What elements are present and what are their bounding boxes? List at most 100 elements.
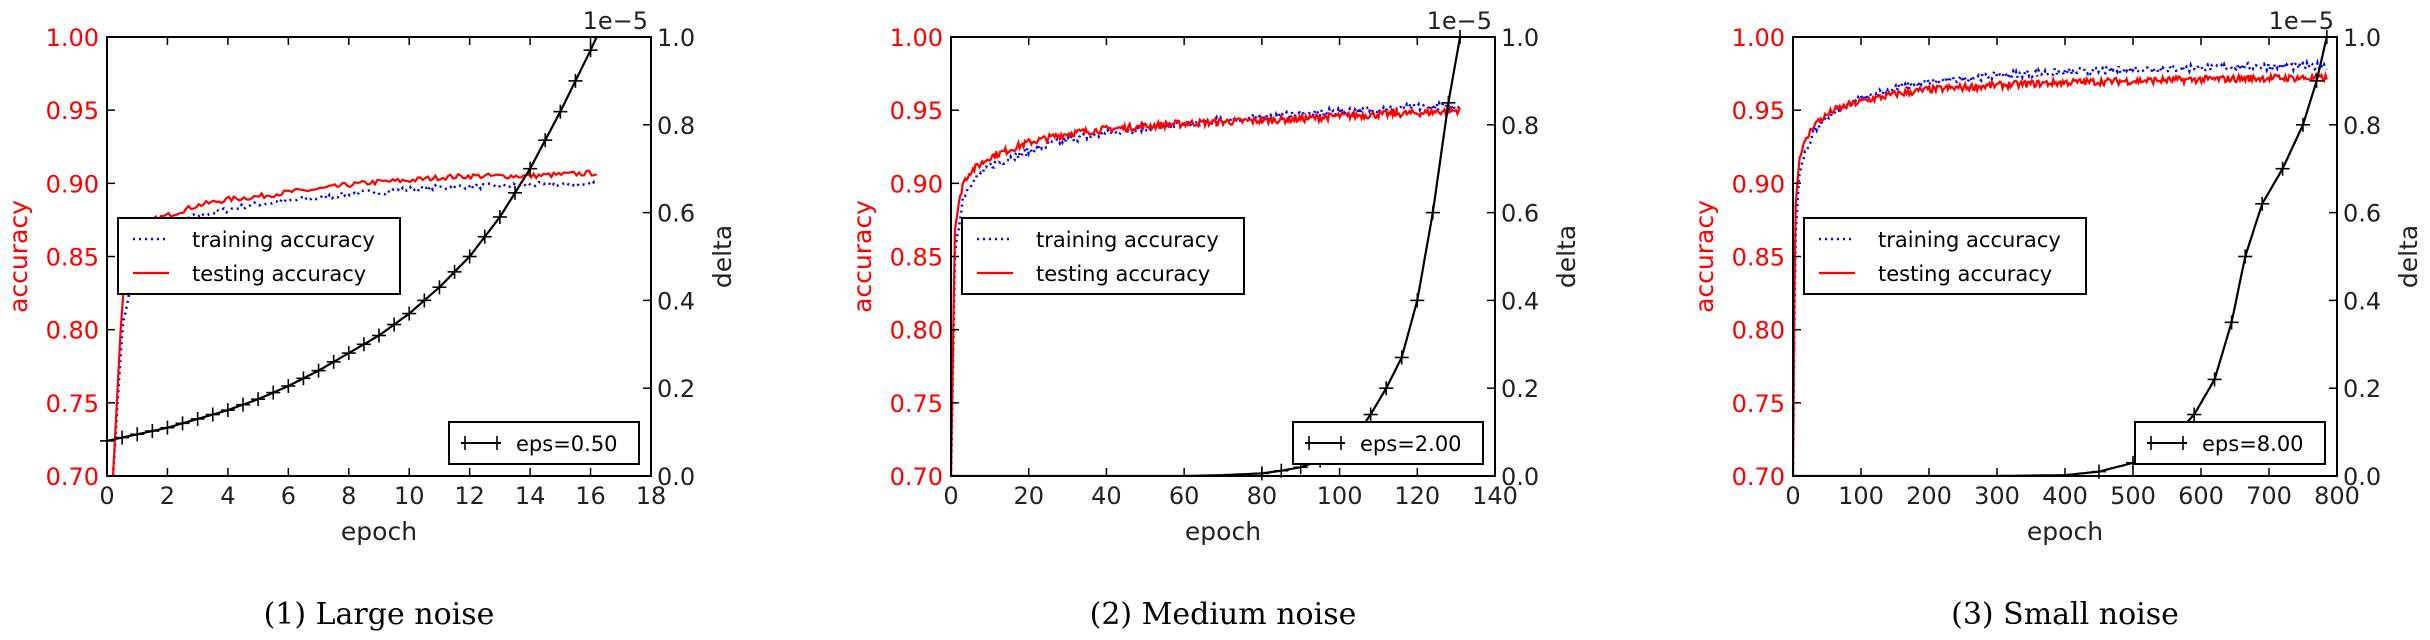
delta-plus-marker: [538, 133, 553, 148]
legend-label-delta: eps=0.50: [516, 432, 618, 456]
x-tick-label: 10: [394, 482, 425, 510]
delta-plus-marker: [372, 328, 386, 343]
y2-tick-label: 0.6: [657, 200, 695, 228]
x-tick-label: 60: [1169, 482, 1200, 510]
x-tick-label: 16: [575, 482, 606, 510]
y-tick-label: 0.85: [46, 244, 99, 272]
delta-legend: eps=8.00: [2134, 421, 2326, 465]
delta-plus-marker: [1379, 381, 1394, 396]
delta-plus-marker: [296, 371, 311, 386]
y2-tick-label: 0.0: [2343, 463, 2381, 491]
delta-plus-marker: [251, 392, 266, 407]
delta-plus-marker: [2309, 73, 2324, 88]
delta-plus-marker: [2224, 315, 2239, 330]
x-tick-label: 0: [99, 482, 114, 510]
x-tick-label: 100: [1838, 482, 1884, 510]
chart-2: 0 20 40 60 80 100 120 140 0.70 0.75 0.80 0.85 0.90 0.…: [848, 7, 1581, 632]
x-tick-label: 12: [454, 482, 485, 510]
x-tick-label: 0: [943, 482, 958, 510]
delta-plus-marker: [356, 337, 371, 352]
subfigure-caption: (2) Medium noise: [1090, 597, 1357, 632]
delta-plus-marker: [447, 264, 462, 279]
legend-label-testing: testing accuracy: [192, 262, 366, 286]
legend-label-delta: eps=8.00: [2202, 432, 2304, 456]
delta-plus-marker: [2187, 407, 2202, 422]
series-line-testing-accuracy: [111, 169, 598, 476]
x-tick-label: 700: [2246, 482, 2292, 510]
y-tick-label: 0.80: [1732, 317, 1785, 345]
y2-tick-label: 0.8: [1501, 112, 1539, 140]
y-tick-label: 0.70: [1732, 463, 1785, 491]
y-tick-label: 0.95: [1732, 97, 1785, 125]
delta-plus-marker: [523, 161, 538, 176]
y2-tick-label: 0.4: [657, 287, 695, 315]
x-tick-label: 14: [515, 482, 546, 510]
delta-plus-marker: [417, 293, 432, 308]
y2-axis-label: delta: [2394, 225, 2423, 288]
y2-tick-label: 1.0: [2343, 24, 2381, 52]
delta-plus-marker: [205, 407, 220, 422]
y2-tick-label: 0.2: [2343, 375, 2381, 403]
x-tick-label: 140: [1472, 482, 1518, 510]
delta-plus-marker: [583, 43, 598, 58]
y2-tick-label: 0.6: [2343, 200, 2381, 228]
chart-1: 0 2 4 6 8 10 12 14 16 18 0.70 0.75 0.80 0.85 0.90 0.95 1…: [4, 7, 737, 632]
series-line-testing-accuracy: [951, 104, 1462, 476]
y2-tick-label: 0.4: [2343, 287, 2381, 315]
x-tick-label: 20: [1013, 482, 1044, 510]
delta-plus-marker: [568, 73, 583, 88]
y-tick-label: 1.00: [46, 24, 99, 52]
x-tick-label: 100: [1317, 482, 1363, 510]
y2-tick-label: 0.4: [1501, 287, 1539, 315]
y-tick-label: 0.85: [1732, 244, 1785, 272]
delta-plus-marker: [175, 416, 190, 431]
y2-tick-label: 0.2: [657, 375, 695, 403]
x-tick-label: 200: [1906, 482, 1952, 510]
delta-plus-marker: [2238, 249, 2253, 264]
x-tick-label: 8: [341, 482, 356, 510]
y2-tick-label: 1.0: [657, 24, 695, 52]
delta-plus-marker: [1363, 407, 1378, 422]
y2-tick-label: 0.8: [2343, 112, 2381, 140]
y-tick-label: 0.75: [890, 390, 943, 418]
subfigure-caption: (1) Large noise: [264, 597, 495, 632]
delta-plus-marker: [341, 346, 356, 361]
x-axis-label: epoch: [1185, 517, 1261, 546]
y2-tick-label: 1.0: [1501, 24, 1539, 52]
legend-label-training: training accuracy: [1036, 228, 1219, 252]
delta-plus-marker: [115, 430, 130, 445]
y-axis-label: accuracy: [4, 200, 33, 313]
x-tick-label: 300: [1974, 482, 2020, 510]
delta-plus-marker: [266, 385, 281, 400]
x-tick-label: 4: [220, 482, 235, 510]
chart-3: 0 100 200 300 400 500 600 700 800 0.70 0.75 0.80 0.8…: [1690, 7, 2423, 632]
legend-box: [117, 217, 401, 295]
delta-plus-marker: [2275, 161, 2290, 176]
legend-box: [1803, 217, 2087, 295]
y2-tick-label: 0.0: [657, 463, 695, 491]
y-tick-label: 0.80: [890, 317, 943, 345]
x-tick-label: 18: [636, 482, 667, 510]
delta-plus-marker: [2207, 372, 2222, 387]
delta-plus-marker: [326, 354, 341, 369]
delta-plus-marker: [160, 420, 175, 435]
y2-axis-label: delta: [1552, 225, 1581, 288]
y2-tick-label: 0.8: [657, 112, 695, 140]
x-tick-label: 500: [2110, 482, 2156, 510]
y-tick-label: 0.75: [46, 390, 99, 418]
delta-plus-marker: [462, 249, 477, 264]
accuracy-legend: training accuracy testing accuracy: [1803, 217, 2087, 295]
y-tick-label: 1.00: [890, 24, 943, 52]
y2-tick-label: 0.0: [1501, 463, 1539, 491]
x-tick-label: 0: [1785, 482, 1800, 510]
y-tick-label: 0.90: [890, 170, 943, 198]
x-tick-label: 6: [281, 482, 296, 510]
y-tick-label: 0.85: [890, 244, 943, 272]
delta-plus-marker: [1441, 95, 1456, 110]
x-tick-label: 400: [2042, 482, 2088, 510]
x-tick-label: 40: [1091, 482, 1122, 510]
y-tick-label: 0.70: [890, 463, 943, 491]
delta-plus-marker: [281, 379, 296, 394]
delta-plus-marker: [220, 403, 235, 418]
